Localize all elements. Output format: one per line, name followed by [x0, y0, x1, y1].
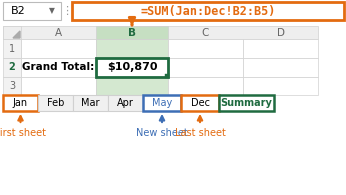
Bar: [3, 58, 21, 77]
Bar: [96, 77, 168, 95]
Bar: [108, 95, 143, 111]
Bar: [3, 26, 21, 39]
Text: 1: 1: [9, 43, 15, 53]
Bar: [219, 95, 274, 111]
Text: A: A: [55, 27, 62, 37]
Text: Summary: Summary: [220, 98, 272, 108]
Bar: [3, 39, 21, 58]
Text: ▼: ▼: [49, 6, 55, 15]
Bar: [21, 39, 96, 58]
Bar: [21, 58, 96, 77]
Text: 3: 3: [9, 81, 15, 91]
Text: Mar: Mar: [81, 98, 100, 108]
Text: 2: 2: [9, 63, 15, 73]
Text: Jan: Jan: [13, 98, 28, 108]
Bar: [21, 77, 96, 95]
Bar: [73, 95, 108, 111]
Bar: [143, 95, 181, 111]
Text: $10,870: $10,870: [107, 63, 157, 73]
Text: New sheet: New sheet: [136, 128, 188, 138]
Bar: [168, 39, 243, 58]
Bar: [96, 39, 168, 58]
Bar: [3, 77, 21, 95]
Bar: [3, 95, 38, 111]
Bar: [96, 26, 168, 39]
Text: D: D: [276, 27, 284, 37]
Bar: [181, 95, 219, 111]
Text: Apr: Apr: [117, 98, 134, 108]
Text: May: May: [152, 98, 172, 108]
Text: First sheet: First sheet: [0, 128, 46, 138]
Bar: [3, 26, 318, 39]
Text: ⋮: ⋮: [62, 6, 73, 16]
Text: B2: B2: [11, 6, 26, 16]
Bar: [72, 2, 344, 20]
Bar: [96, 58, 168, 77]
Text: =SUM(Jan:Dec!B2:B5): =SUM(Jan:Dec!B2:B5): [140, 4, 276, 18]
Text: Grand Total:: Grand Total:: [22, 63, 94, 73]
Text: Feb: Feb: [47, 98, 64, 108]
Bar: [165, 74, 169, 78]
Bar: [243, 58, 318, 77]
Polygon shape: [13, 31, 20, 38]
Bar: [243, 77, 318, 95]
Text: Dec: Dec: [191, 98, 209, 108]
Bar: [168, 58, 243, 77]
Text: Last sheet: Last sheet: [175, 128, 226, 138]
Bar: [243, 39, 318, 58]
Bar: [38, 95, 73, 111]
Text: C: C: [202, 27, 209, 37]
Bar: [96, 58, 168, 77]
Text: B: B: [128, 27, 136, 37]
Bar: [3, 2, 61, 20]
Bar: [168, 77, 243, 95]
